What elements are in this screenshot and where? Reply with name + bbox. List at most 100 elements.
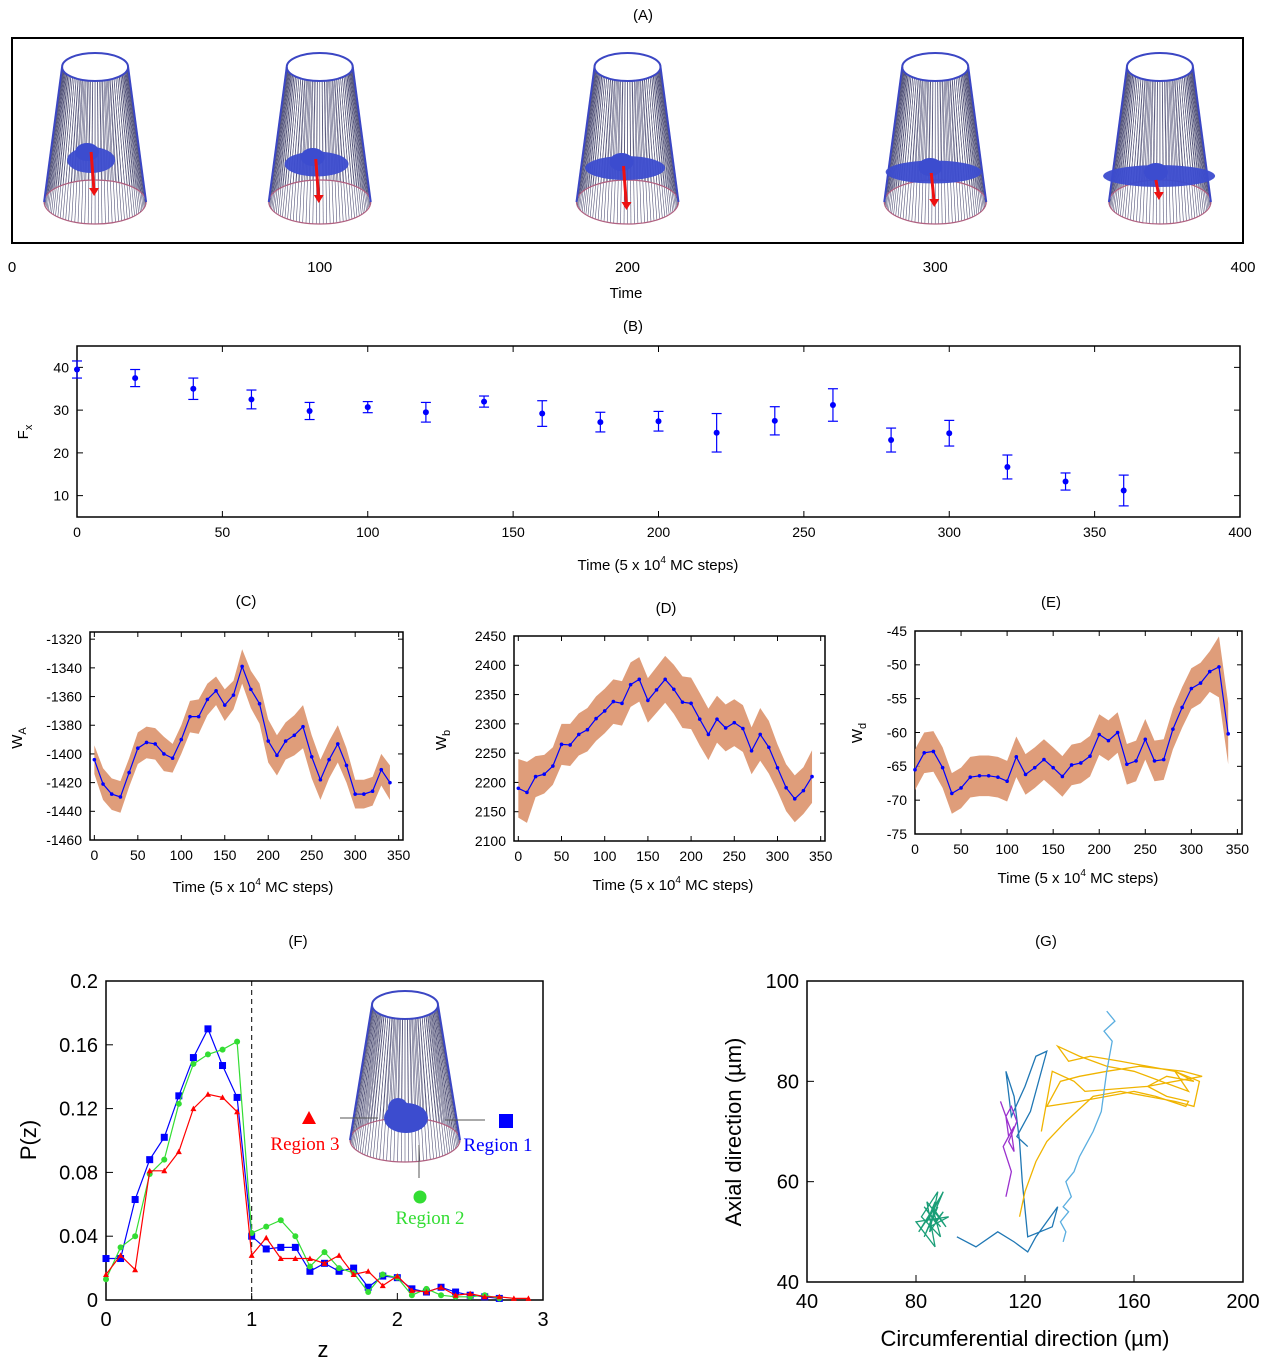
data-point (102, 1255, 110, 1263)
cylinder-line (279, 75, 295, 216)
panel-b-xtick-label: 400 (1228, 524, 1252, 540)
panel-b-points (72, 360, 1129, 507)
data-point (92, 757, 97, 762)
data-point (1180, 705, 1184, 710)
data-point (481, 398, 488, 405)
data-point (101, 782, 105, 786)
data-point (292, 1255, 299, 1262)
cylinder-line (964, 73, 981, 213)
cylinder-line (600, 78, 611, 221)
data-point (248, 396, 255, 403)
panel-d-ytick-label: 2250 (475, 745, 506, 761)
series-line (105, 1093, 529, 1300)
data-point (263, 1223, 270, 1230)
data-point (344, 763, 349, 768)
data-point (525, 1295, 532, 1301)
data-point (275, 753, 279, 758)
data-point (654, 688, 659, 692)
cylinder-line (428, 1014, 446, 1156)
cylinder-line (963, 74, 980, 214)
data-point (801, 788, 806, 793)
data-point (365, 1268, 372, 1274)
cylinder-line (1180, 77, 1193, 220)
cylinder-top-rim (285, 52, 354, 82)
data-point (1217, 665, 1221, 669)
data-point (240, 664, 244, 669)
panel-c-ytick-label: -1340 (46, 660, 82, 676)
cylinder-line (620, 80, 624, 224)
cylinder-line (68, 78, 79, 221)
cylinder-line (350, 71, 369, 210)
panel-f-ytick-label: 0.2 (70, 971, 98, 993)
cylinder-line (592, 77, 606, 219)
data-point (364, 404, 371, 411)
data-point (1097, 732, 1102, 737)
error-band (94, 649, 390, 813)
panel-c-xlabel: Time (5 x 104 MC steps) (173, 877, 334, 896)
cylinder-line (389, 1018, 397, 1162)
cylinder-line (59, 77, 73, 219)
cylinder-line (341, 77, 355, 219)
cylinder-line (269, 69, 288, 207)
data-point (680, 700, 685, 704)
cylinder-line (1110, 70, 1129, 208)
cylinder-line (1164, 80, 1168, 224)
force-arrow (622, 165, 628, 207)
data-point (336, 1265, 343, 1272)
legend-marker (413, 1190, 427, 1204)
cylinder-line (1183, 76, 1198, 218)
data-point (467, 1290, 474, 1297)
cylinder-top-rim (1125, 52, 1194, 82)
cylinder-line (430, 1013, 448, 1154)
cylinder-line (352, 1009, 375, 1148)
data-point (370, 789, 375, 794)
data-point (365, 1289, 372, 1296)
cylinder-line (111, 78, 122, 221)
data-point (364, 1283, 372, 1291)
data-point (301, 724, 305, 729)
cylinder-line (921, 80, 927, 224)
data-point (214, 689, 218, 693)
data-point (968, 775, 973, 779)
cylinder-line (1122, 57, 1137, 188)
data-point (1106, 738, 1111, 743)
data-point (219, 1062, 227, 1070)
cylinder-line (125, 72, 143, 211)
cylinder-line (610, 80, 617, 223)
data-point (931, 749, 936, 754)
panel-a-xlabel: Time (610, 285, 643, 302)
cylinder-line (1120, 58, 1135, 189)
cylinder-line (127, 69, 146, 207)
cylinder-line (1191, 69, 1211, 207)
data-point (628, 682, 633, 687)
cylinder-line (343, 76, 358, 218)
panel-g-ylabel: Axial direction (µm) (721, 1038, 746, 1227)
cylinder-line (48, 61, 66, 194)
cylinder-line (364, 995, 382, 1126)
cylinder-edge (267, 66, 288, 203)
cylinder-line (967, 69, 986, 207)
data-point (663, 677, 667, 682)
panel-c-ticks: 0 50 100 150 200 250 300 350 -1460 -1440 -1420 -140… (46, 631, 410, 863)
data-point (292, 733, 297, 738)
data-point (257, 701, 262, 706)
cylinder-line (581, 60, 599, 192)
cylinder-line (124, 73, 141, 213)
cylinder-line (382, 1017, 393, 1161)
cylinder-line (948, 79, 956, 223)
data-point (559, 742, 564, 747)
cylinder-line (902, 77, 915, 220)
panel-e-ytick-label: -65 (887, 758, 907, 774)
cylinder-line (124, 60, 141, 192)
data-point (231, 693, 236, 697)
cylinder-line (1189, 72, 1207, 211)
panel-b-ytick-label: 20 (53, 445, 69, 461)
cylinder-line (121, 75, 138, 215)
panel-e-xtick-label: 50 (953, 841, 969, 857)
cylinder-line (274, 73, 291, 213)
cylinder-line (1133, 78, 1144, 221)
force-arrowhead (1153, 192, 1164, 200)
cylinder-line (960, 75, 976, 216)
data-point (335, 742, 340, 746)
cylinder-line (271, 71, 289, 210)
